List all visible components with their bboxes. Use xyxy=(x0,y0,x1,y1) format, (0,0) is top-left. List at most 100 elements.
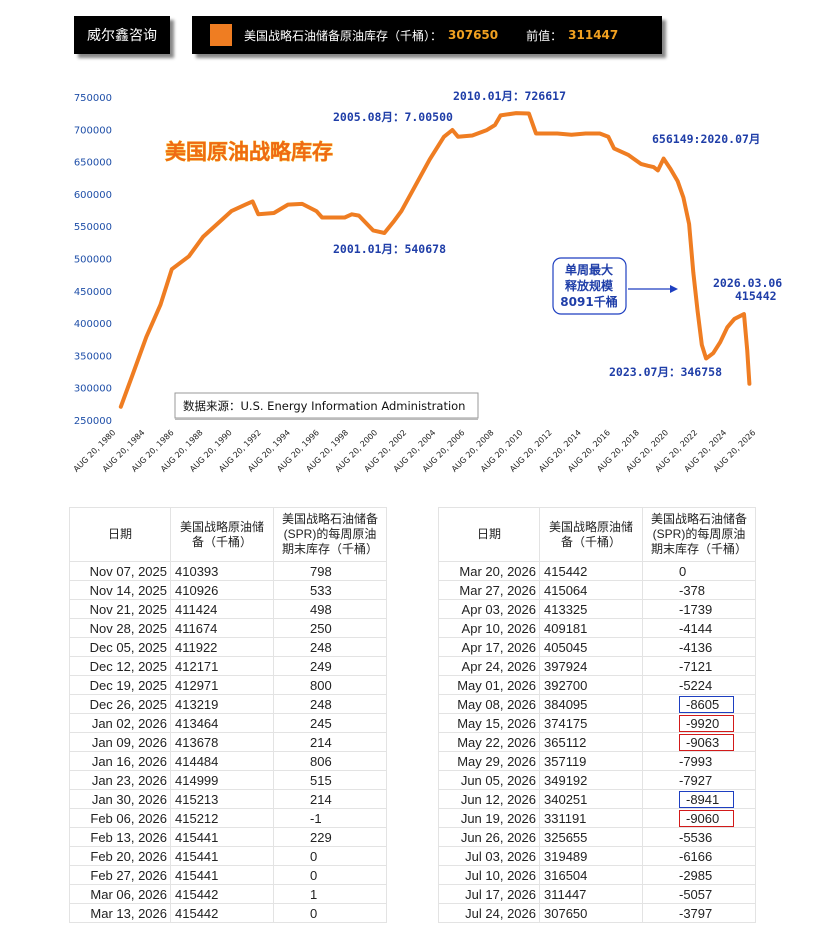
change-cell: 229 xyxy=(273,827,387,847)
table-row: May 08, 2026 384095 -8605 xyxy=(438,694,756,714)
table-row: Mar 27, 2026 415064 -378 xyxy=(438,580,756,600)
date-cell: Jun 26, 2026 xyxy=(438,827,540,847)
series-line xyxy=(118,111,752,409)
table-row: Dec 05, 2025 411922 248 xyxy=(69,637,387,657)
date-cell: Mar 06, 2026 xyxy=(69,884,171,904)
stock-cell: 413325 xyxy=(539,599,643,619)
chart-title: 美国原油战略库存 xyxy=(165,140,333,164)
change-cell: 515 xyxy=(273,770,387,790)
col-header-stock: 美国战略原油储备（千桶） xyxy=(170,507,274,562)
y-tick-label: 250000 xyxy=(74,416,112,427)
date-cell: May 15, 2026 xyxy=(438,713,540,733)
col-header-change: 美国战略石油储备(SPR)的每周原油期末库存（千桶） xyxy=(273,507,387,562)
table-row: Jun 19, 2026 331191 -9060 xyxy=(438,808,756,828)
stock-cell: 411922 xyxy=(170,637,274,657)
change-cell: -8941 xyxy=(642,789,756,809)
stock-cell: 415213 xyxy=(170,789,274,809)
change-cell: 248 xyxy=(273,637,387,657)
stock-cell: 411424 xyxy=(170,599,274,619)
table-row: Nov 28, 2025 411674 250 xyxy=(69,618,387,638)
y-tick-label: 750000 xyxy=(74,93,112,104)
date-cell: Apr 10, 2026 xyxy=(438,618,540,638)
stock-cell: 340251 xyxy=(539,789,643,809)
change-cell: 0 xyxy=(273,846,387,866)
change-cell: 0 xyxy=(273,865,387,885)
table-row: Jun 26, 2026 325655 -5536 xyxy=(438,827,756,847)
table-row: Dec 26, 2025 413219 248 xyxy=(69,694,387,714)
stock-cell: 411674 xyxy=(170,618,274,638)
stock-cell: 415442 xyxy=(539,561,643,581)
header-current-value: 307650 xyxy=(448,28,499,42)
change-cell: -5536 xyxy=(642,827,756,847)
date-cell: Jul 17, 2026 xyxy=(438,884,540,904)
legend-square-icon xyxy=(210,24,232,46)
highlight-box: -9060 xyxy=(679,809,735,827)
callout-arrowhead-icon xyxy=(670,285,678,293)
callout-line-2: 释放规模 xyxy=(565,278,614,293)
stock-cell: 349192 xyxy=(539,770,643,790)
stock-cell: 331191 xyxy=(539,808,643,828)
weekly-table-left: 日期 美国战略原油储备（千桶） 美国战略石油储备(SPR)的每周原油期末库存（千… xyxy=(69,507,387,923)
stock-cell: 311447 xyxy=(539,884,643,904)
change-cell: 798 xyxy=(273,561,387,581)
date-cell: Jan 30, 2026 xyxy=(69,789,171,809)
table-row: Feb 13, 2026 415441 229 xyxy=(69,827,387,847)
date-cell: May 22, 2026 xyxy=(438,732,540,752)
change-cell: -9060 xyxy=(642,808,756,828)
date-cell: May 01, 2026 xyxy=(438,675,540,695)
table-row: Nov 14, 2025 410926 533 xyxy=(69,580,387,600)
y-tick-label: 300000 xyxy=(74,384,112,395)
change-cell: 806 xyxy=(273,751,387,771)
table-row: Mar 06, 2026 415442 1 xyxy=(69,884,387,904)
change-cell: 249 xyxy=(273,656,387,676)
stock-cell: 365112 xyxy=(539,732,643,752)
stock-cell: 413219 xyxy=(170,694,274,714)
stock-cell: 410393 xyxy=(170,561,274,581)
chart-annotation: 2026.03.06 xyxy=(713,276,782,290)
date-cell: Mar 13, 2026 xyxy=(69,903,171,923)
change-cell: -1 xyxy=(273,808,387,828)
date-cell: Apr 03, 2026 xyxy=(438,599,540,619)
date-cell: Nov 07, 2025 xyxy=(69,561,171,581)
table-row: May 29, 2026 357119 -7993 xyxy=(438,751,756,771)
date-cell: May 29, 2026 xyxy=(438,751,540,771)
date-cell: Jun 05, 2026 xyxy=(438,770,540,790)
table-row: Mar 20, 2026 415442 0 xyxy=(438,561,756,581)
y-tick-label: 600000 xyxy=(74,190,112,201)
change-cell: -3797 xyxy=(642,903,756,923)
stock-cell: 412171 xyxy=(170,656,274,676)
date-cell: Feb 13, 2026 xyxy=(69,827,171,847)
table-row: Feb 06, 2026 415212 -1 xyxy=(69,808,387,828)
change-cell: -2985 xyxy=(642,865,756,885)
stock-cell: 415064 xyxy=(539,580,643,600)
stock-cell: 392700 xyxy=(539,675,643,695)
header-bar: 美国战略石油储备原油库存（千桶）： 307650 前值： 311447 xyxy=(192,16,662,54)
date-cell: Feb 06, 2026 xyxy=(69,808,171,828)
stock-cell: 413464 xyxy=(170,713,274,733)
highlight-box: -8941 xyxy=(679,790,735,808)
date-cell: Mar 20, 2026 xyxy=(438,561,540,581)
table-row: Jan 09, 2026 413678 214 xyxy=(69,732,387,752)
stock-cell: 307650 xyxy=(539,903,643,923)
stock-cell: 415441 xyxy=(170,827,274,847)
y-tick-label: 550000 xyxy=(74,222,112,233)
date-cell: Dec 26, 2025 xyxy=(69,694,171,714)
source-box: 数据来源：U.S. Energy Information Administrat… xyxy=(174,392,479,420)
y-tick-label: 650000 xyxy=(74,158,112,169)
table-row: May 15, 2026 374175 -9920 xyxy=(438,713,756,733)
date-cell: Jun 19, 2026 xyxy=(438,808,540,828)
chart-annotation: 656149:2020.07月 xyxy=(652,132,760,146)
change-cell: 248 xyxy=(273,694,387,714)
y-tick-label: 400000 xyxy=(74,319,112,330)
chart-annotation: 2023.07月：346758 xyxy=(609,365,722,379)
stock-cell: 413678 xyxy=(170,732,274,752)
header-prev-label: 前值： xyxy=(526,28,563,43)
table-row: Jul 03, 2026 319489 -6166 xyxy=(438,846,756,866)
date-cell: Nov 21, 2025 xyxy=(69,599,171,619)
stock-cell: 415442 xyxy=(170,903,274,923)
date-cell: Nov 14, 2025 xyxy=(69,580,171,600)
chart-annotation: 2005.08月：7.00500 xyxy=(333,110,453,124)
table-row: Jan 30, 2026 415213 214 xyxy=(69,789,387,809)
table-row: Jun 12, 2026 340251 -8941 xyxy=(438,789,756,809)
table-row: Jan 23, 2026 414999 515 xyxy=(69,770,387,790)
